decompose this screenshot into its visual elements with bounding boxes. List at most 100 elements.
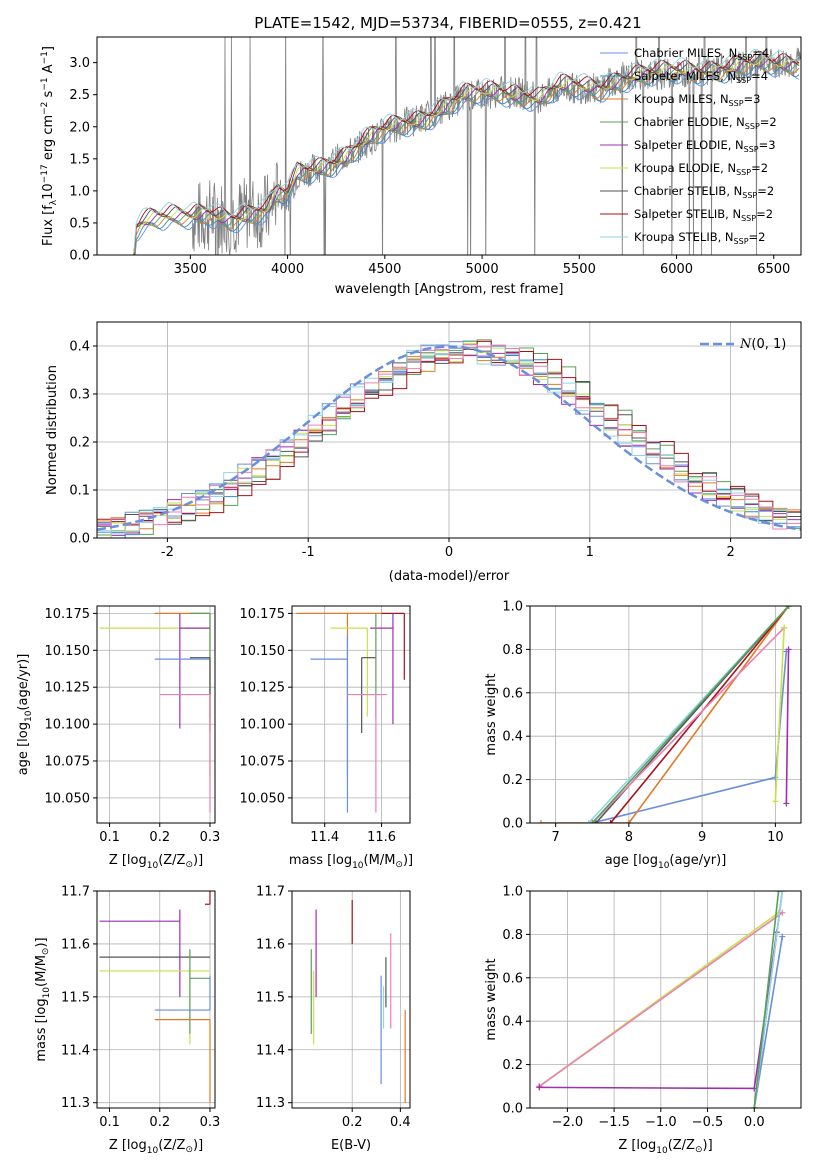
axes-frame <box>96 36 802 256</box>
x-axis-label: Z [log10(Z/Z⊙)] <box>109 853 203 871</box>
x-tick-label: -1 <box>302 545 315 560</box>
legend-symbol: N <box>739 337 752 352</box>
y-axis-label: age [log10(age/yr)] <box>16 654 34 776</box>
plot-area <box>530 891 801 1108</box>
figure-title: PLATE=1542, MJD=53734, FIBERID=0555, z=0… <box>254 14 641 32</box>
series-line <box>540 606 790 823</box>
axes-frame <box>96 321 802 539</box>
x-axis-label: (data-model)/error <box>389 569 510 584</box>
axes-frame <box>529 890 802 1109</box>
x-tick-label: 0 <box>445 545 453 560</box>
y-tick-label: 0.1 <box>69 484 90 499</box>
x-tick-label: 0.1 <box>99 830 120 845</box>
legend-entry: Kroupa STELIB, NSSP=2 <box>634 230 765 246</box>
x-tick-label: 0.4 <box>390 1115 411 1130</box>
axes-frame <box>291 605 411 824</box>
y-tick-label: 10.075 <box>240 755 286 770</box>
y-tick-label: 10.100 <box>45 718 91 733</box>
y-tick-label: 11.3 <box>256 1096 285 1111</box>
x-axis-label: wavelength [Angstrom, rest frame] <box>335 282 564 297</box>
axes-frame <box>291 890 411 1109</box>
x-axis-label: Z [log10(Z/Z⊙)] <box>618 1138 712 1156</box>
x-tick-label: 2 <box>726 545 734 560</box>
histogram-kroupa_stelib <box>97 341 801 535</box>
legend-entry: Kroupa ELODIE, NSSP=2 <box>634 161 768 177</box>
legend: Chabrier MILES, NSSP=4 Salpeter MILES, NS… <box>600 46 777 246</box>
plot-area <box>97 606 215 823</box>
y-tick-label: 10.050 <box>240 791 286 806</box>
y-tick-label: 0.2 <box>69 436 90 451</box>
y-axis-label: mass [log10(M/M⊙)] <box>34 937 52 1061</box>
x-tick-label: 11.4 <box>310 830 339 845</box>
y-tick-label: 11.7 <box>61 885 90 900</box>
legend-entry: Chabrier MILES, NSSP=4 <box>634 46 769 62</box>
y-tick-label: 0.0 <box>69 532 90 547</box>
legend-entry: Salpeter STELIB, NSSP=2 <box>634 207 773 223</box>
x-tick-label: 0.2 <box>149 1115 170 1130</box>
y-tick-label: 10.175 <box>240 607 286 622</box>
x-tick-label: 0.2 <box>342 1115 363 1130</box>
panel-mass_vs_Z: 0.1 0.2 0.3 11.3 11.4 11.5 11.6 11.7 Z [log10(Z/… <box>34 885 220 1157</box>
panel-spectrum: 3500 4000 4500 5000 5500 6000 6500 0.0 0.5 1.0 1.5… <box>40 36 802 297</box>
axes-frame <box>529 605 802 824</box>
y-tick-label: 10.175 <box>45 607 91 622</box>
plot-area <box>133 37 801 255</box>
y-tick-label: 10.125 <box>45 681 91 696</box>
plot-area <box>530 606 801 823</box>
y-tick-label: 0.0 <box>502 1102 523 1117</box>
y-tick-label: 3.0 <box>69 56 90 71</box>
histogram-salpeter_stelib <box>97 340 801 525</box>
y-tick-label: 0.2 <box>502 773 523 788</box>
x-tick-label: 3500 <box>174 262 207 277</box>
y-tick-label: 11.6 <box>61 937 90 952</box>
panel-mass_vs_ebv: 0.2 0.4 11.3 11.4 11.5 11.6 11.7 E(B-V) <box>256 885 411 1154</box>
y-tick-label: 0.8 <box>502 643 523 658</box>
y-tick-label: 11.4 <box>61 1043 90 1058</box>
x-tick-label: −2.0 <box>552 1115 584 1130</box>
y-tick-label: 10.100 <box>240 718 286 733</box>
x-axis-label: age [log10(age/yr)] <box>605 853 727 871</box>
legend-entry: N(0, 1) <box>739 337 786 352</box>
model-spectrum-kroupa_stelib <box>133 48 800 253</box>
x-tick-label: 0.3 <box>200 1115 221 1130</box>
y-tick-label: 0.6 <box>502 686 523 701</box>
x-tick-label: −1.5 <box>598 1115 630 1130</box>
y-tick-label: 0.4 <box>69 340 90 355</box>
y-tick-label: 11.5 <box>61 990 90 1005</box>
y-tick-label: 10.125 <box>240 681 286 696</box>
series-line <box>591 627 785 823</box>
y-tick-label: 1.0 <box>502 600 523 615</box>
x-tick-label: 1 <box>586 545 594 560</box>
y-tick-label: 1.5 <box>69 152 90 167</box>
y-tick-label: 0.4 <box>502 730 523 745</box>
normal-curve <box>97 345 801 531</box>
x-tick-label: −1.0 <box>645 1115 677 1130</box>
x-tick-label: 8 <box>625 830 633 845</box>
y-tick-label: 10.050 <box>45 791 91 806</box>
model-spectrum-salpeter_elodie <box>133 58 800 254</box>
legend-entry: Salpeter MILES, NSSP=4 <box>634 69 768 85</box>
x-tick-label: 5500 <box>563 262 596 277</box>
axes-frame <box>96 890 216 1109</box>
panel-age_vs_mass: 11.4 11.6 10.050 10.075 10.100 10.125 10.150 10… <box>240 605 413 871</box>
y-tick-label: 11.5 <box>256 990 285 1005</box>
x-tick-label: 0.2 <box>149 830 170 845</box>
y-tick-label: 10.150 <box>240 644 286 659</box>
y-tick-label: 11.6 <box>256 937 285 952</box>
x-axis-label: mass [log10(M/M⊙)] <box>289 853 413 871</box>
legend-entry: Kroupa MILES, NSSP=3 <box>634 92 760 108</box>
y-tick-label: 0.0 <box>69 249 90 264</box>
histogram-pink <box>97 344 801 530</box>
y-tick-label: 2.0 <box>69 120 90 135</box>
y-tick-label: 2.5 <box>69 88 90 103</box>
series-line <box>539 932 778 1090</box>
series-line <box>538 912 783 1087</box>
x-tick-label: 0.1 <box>99 1115 120 1130</box>
y-axis-label: mass weight <box>484 958 499 1040</box>
x-axis-label: E(B-V) <box>331 1138 371 1153</box>
axes-frame <box>96 605 216 824</box>
series-line <box>774 627 785 802</box>
y-tick-label: 0.4 <box>502 1015 523 1030</box>
y-tick-label: 1.0 <box>502 885 523 900</box>
y-tick-label: 0.2 <box>502 1058 523 1073</box>
